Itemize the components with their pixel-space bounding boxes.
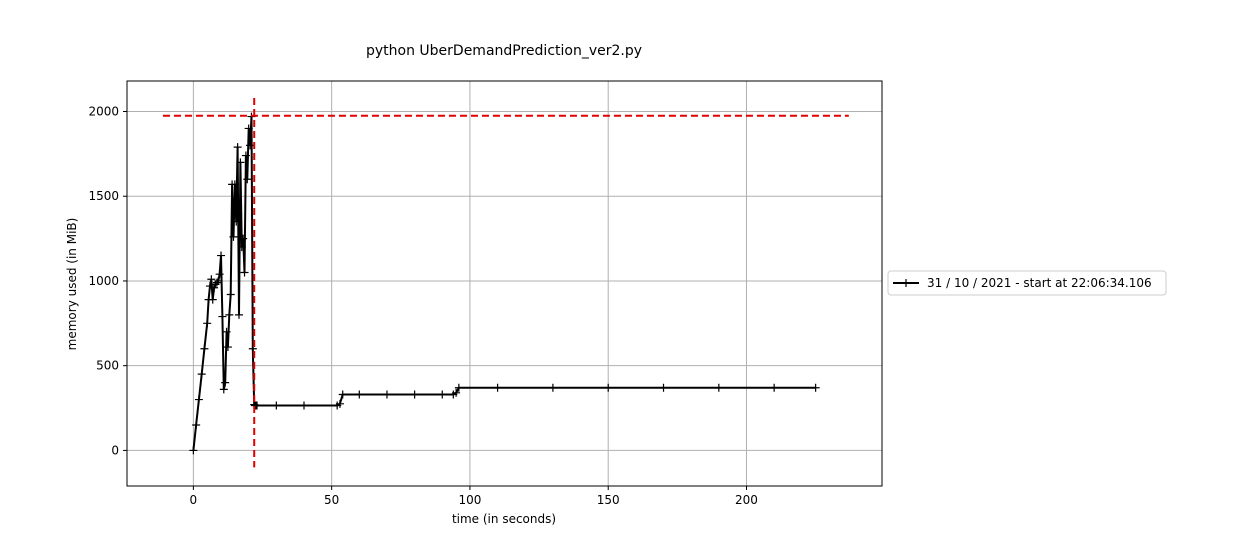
memory-series (189, 112, 820, 455)
data-point (770, 383, 779, 392)
data-point (493, 383, 502, 392)
data-point (189, 446, 198, 455)
y-tick-label: 1500 (88, 189, 119, 203)
data-point (225, 310, 234, 319)
data-point (299, 401, 308, 410)
data-point (214, 276, 223, 285)
legend: 31 / 10 / 2021 - start at 22:06:34.106 (887, 270, 1167, 296)
data-point (212, 278, 221, 287)
data-point (240, 268, 249, 277)
data-point (208, 295, 217, 304)
data-point (355, 390, 364, 399)
x-gridlines (192, 81, 747, 486)
data-point (604, 383, 613, 392)
x-tick-label: 100 (458, 493, 481, 507)
data-point (210, 283, 219, 292)
data-point (548, 383, 557, 392)
axes-frame (126, 80, 883, 487)
data-point (248, 344, 257, 353)
data-point (714, 383, 723, 392)
data-point (235, 310, 244, 319)
data-point (239, 234, 248, 243)
data-point (207, 275, 216, 284)
data-point (226, 290, 235, 299)
x-ticks: 0 50 100 150 200 (190, 486, 758, 507)
data-point (219, 385, 228, 394)
x-tick-label: 150 (597, 493, 620, 507)
data-point (223, 343, 232, 352)
y-tick-label: 1000 (88, 274, 119, 288)
data-point (197, 370, 206, 379)
y-ticks: 0 500 1000 1500 2000 (88, 105, 127, 457)
data-point (438, 390, 447, 399)
data-point (192, 420, 201, 429)
data-point (194, 395, 203, 404)
data-point (233, 143, 242, 152)
x-tick-label: 0 (190, 493, 198, 507)
data-point (452, 388, 461, 397)
data-point (246, 141, 255, 150)
data-point (229, 232, 238, 241)
data-point (811, 383, 820, 392)
data-point (243, 175, 252, 184)
data-point (338, 390, 347, 399)
legend-marker-swatch (902, 279, 910, 287)
x-tick-label: 200 (735, 493, 758, 507)
data-point (335, 399, 344, 408)
data-point (410, 390, 419, 399)
data-point (659, 383, 668, 392)
y-axis-label: memory used (in MiB) (65, 218, 79, 351)
data-point (272, 401, 281, 410)
x-axis-label: time (in seconds) (452, 512, 556, 526)
legend-box (887, 270, 1167, 296)
data-point (221, 378, 230, 387)
x-tick-label: 50 (324, 493, 339, 507)
legend-entry: 31 / 10 / 2021 - start at 22:06:34.106 (927, 276, 1152, 290)
data-point (218, 312, 227, 321)
y-tick-label: 500 (96, 359, 119, 373)
y-tick-label: 0 (111, 443, 119, 457)
data-point (252, 401, 261, 410)
data-point (236, 158, 245, 167)
data-point (205, 282, 214, 291)
data-point (217, 251, 226, 260)
data-point (454, 383, 463, 392)
data-point (200, 344, 209, 353)
data-point (230, 180, 239, 189)
data-point (222, 327, 231, 336)
data-point (232, 217, 241, 226)
chart-title: python UberDemandPrediction_ver2.py (366, 43, 642, 59)
data-point (215, 270, 224, 279)
data-point (382, 390, 391, 399)
series-line (192, 116, 816, 451)
plot-area (162, 97, 849, 468)
data-point (203, 319, 212, 328)
data-point (241, 151, 250, 160)
data-point (244, 124, 253, 133)
y-tick-label: 2000 (88, 105, 119, 119)
data-point (237, 243, 246, 252)
